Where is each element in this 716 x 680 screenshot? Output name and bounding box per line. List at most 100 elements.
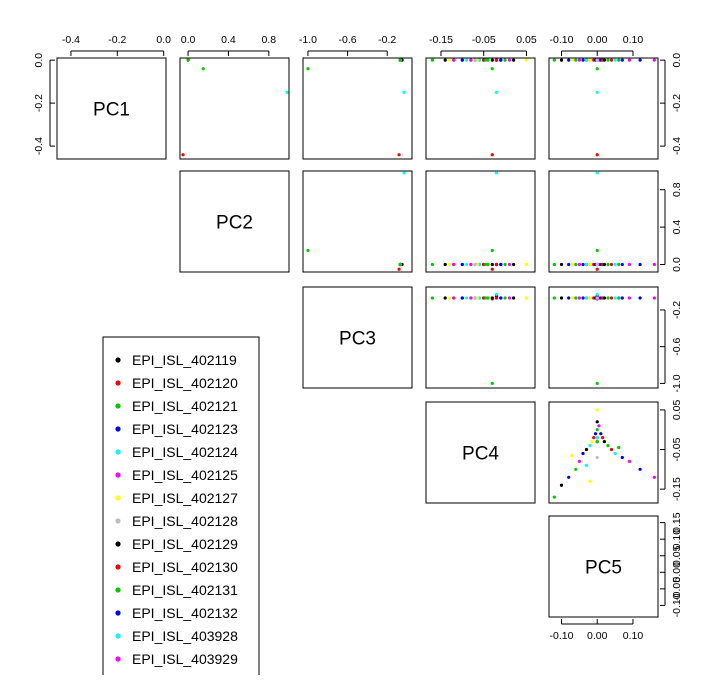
legend-marker <box>115 495 121 501</box>
panel-frame <box>302 57 413 160</box>
tick-label: -0.15 <box>429 34 453 46</box>
right-axis-pc4: -0.15 -0.05 0.05 <box>660 400 683 501</box>
legend-label: EPI_ISL_402125 <box>132 467 238 483</box>
tick-label: -0.2 <box>33 94 45 112</box>
tick-label: -0.6 <box>339 34 357 46</box>
point-1 <box>181 153 185 157</box>
tick-label: 0.8 <box>262 34 277 46</box>
point-28 <box>652 58 657 62</box>
legend-label: EPI_ISL_402129 <box>132 536 238 552</box>
tick-label: -0.05 <box>472 34 496 46</box>
tick-label: 0.10 <box>623 34 644 46</box>
point-15 <box>503 58 507 62</box>
point-5 <box>559 58 564 62</box>
point-28 <box>452 262 456 267</box>
tick-label: 0.05 <box>671 400 683 421</box>
panel-frame <box>548 170 659 273</box>
legend-label: EPI_ISL_402127 <box>132 490 238 506</box>
point-26 <box>627 262 632 267</box>
panel-pc3-pc5 <box>548 286 659 389</box>
point-22 <box>486 296 490 300</box>
tick-label: 0.0 <box>671 53 683 68</box>
legend-label: EPI_ISL_402131 <box>132 582 238 598</box>
panel-frame <box>302 286 413 389</box>
point-25 <box>620 58 624 62</box>
point-20 <box>601 436 605 440</box>
point-26 <box>469 262 473 267</box>
panel-pc4-pc5 <box>548 401 659 504</box>
point-2 <box>595 248 599 253</box>
legend-marker <box>115 380 121 386</box>
point-3 <box>494 90 499 94</box>
point-2 <box>595 67 599 71</box>
panel-frame <box>425 170 536 273</box>
point-30 <box>584 58 589 62</box>
legend-marker <box>115 357 121 363</box>
legend-box <box>102 336 260 680</box>
legend-label: EPI_ISL_402132 <box>132 605 238 621</box>
point-4 <box>552 58 557 62</box>
tick-label: 0.4 <box>671 220 683 235</box>
point-31 <box>588 296 592 300</box>
point-33 <box>617 262 621 267</box>
legend-entry: EPI_ISL_403928 <box>115 628 238 644</box>
point-25 <box>620 262 624 267</box>
point-26 <box>627 58 632 62</box>
point-30 <box>584 262 589 267</box>
point-27 <box>638 58 642 62</box>
point-7 <box>574 58 578 62</box>
legend-entry: EPI_ISL_402124 <box>115 444 238 460</box>
point-3 <box>595 90 599 94</box>
point-9 <box>581 451 585 456</box>
panel-frame <box>548 57 659 160</box>
point-3 <box>494 171 499 175</box>
panel-frame <box>179 57 290 160</box>
point-21 <box>490 296 494 300</box>
panel-pc2-pc2: PC2 <box>179 170 290 273</box>
panel-frame <box>548 515 659 618</box>
panel-pc1-pc4 <box>425 57 536 160</box>
point-32 <box>595 262 599 267</box>
legend-marker <box>115 426 121 432</box>
variable-label-pc2: PC2 <box>216 213 253 234</box>
legend-label: EPI_ISL_402124 <box>132 444 238 460</box>
tick-label: -0.15 <box>671 477 683 501</box>
point-1 <box>595 153 599 157</box>
legend-marker <box>115 633 121 639</box>
point-23 <box>609 447 614 452</box>
point-33 <box>484 262 488 267</box>
legend-label: EPI_ISL_403928 <box>132 628 238 644</box>
point-9 <box>581 262 585 267</box>
point-3 <box>285 90 289 94</box>
point-1 <box>490 267 494 271</box>
variable-label-pc4: PC4 <box>462 444 499 465</box>
point-6 <box>567 296 571 300</box>
point-33 <box>186 58 190 62</box>
point-33 <box>617 58 621 62</box>
bottom-axis-pc5: -0.10 0.00 0.10 <box>550 619 643 642</box>
point-3 <box>595 292 599 296</box>
tick-label: -0.10 <box>550 34 574 46</box>
panel-pc2-pc3 <box>302 170 413 273</box>
point-31 <box>588 58 592 62</box>
legend-entry: EPI_ISL_402125 <box>115 467 238 483</box>
point-23 <box>609 262 614 267</box>
point-20 <box>494 296 499 300</box>
tick-label: 0.0 <box>156 34 171 46</box>
point-7 <box>574 296 578 300</box>
panel-pc1-pc5 <box>548 57 659 160</box>
point-5 <box>443 296 447 300</box>
point-2 <box>201 67 205 71</box>
point-3 <box>402 90 406 94</box>
panel-frame <box>56 57 167 160</box>
tick-label: -0.4 <box>671 137 683 155</box>
tick-label: 0.10 <box>671 529 683 550</box>
panel-pc2-pc5 <box>548 170 659 273</box>
tick-label: -0.10 <box>550 630 574 642</box>
point-31 <box>447 296 452 300</box>
point-6 <box>567 58 571 62</box>
legend-entry: EPI_ISL_402127 <box>115 490 238 506</box>
point-3 <box>595 171 599 175</box>
point-22 <box>486 262 490 267</box>
